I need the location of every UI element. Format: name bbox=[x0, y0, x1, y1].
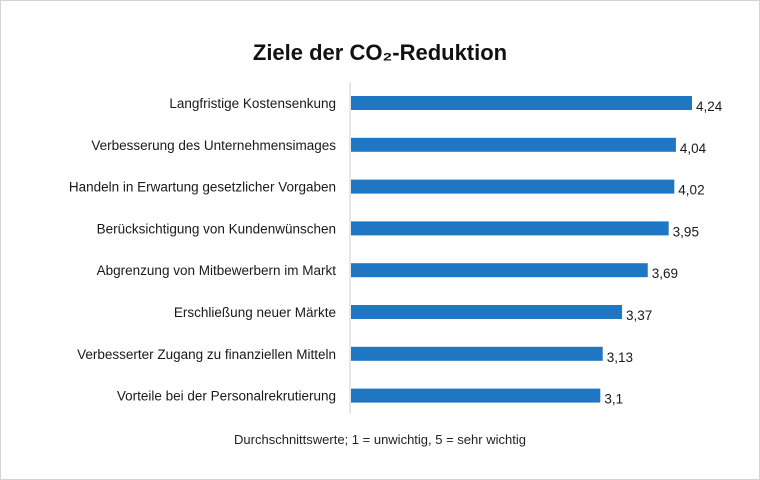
chart-title: Ziele der CO₂-Reduktion bbox=[252, 40, 508, 65]
category-label: Abgrenzung von Mitbewerbern im Markt bbox=[97, 263, 337, 278]
bar bbox=[351, 96, 692, 110]
data-label: 3,13 bbox=[607, 350, 633, 365]
bar bbox=[351, 346, 603, 361]
bar bbox=[351, 179, 675, 194]
data-label: 3,37 bbox=[626, 308, 652, 323]
data-label: 3,69 bbox=[652, 266, 678, 281]
category-label: Erschließung neuer Märkte bbox=[174, 305, 336, 320]
category-label: Berücksichtigung von Kundenwünschen bbox=[97, 221, 336, 236]
category-label: Langfristige Kostensenkung bbox=[169, 96, 336, 111]
data-label: 3,95 bbox=[673, 224, 699, 239]
chart-footnote: Durchschnittswerte; 1 = unwichtig, 5 = s… bbox=[234, 432, 526, 447]
data-label: 4,02 bbox=[678, 183, 704, 198]
category-label: Vorteile bei der Personalrekrutierung bbox=[117, 389, 336, 404]
bar bbox=[351, 305, 623, 319]
data-label: 3,1 bbox=[604, 392, 623, 407]
bar bbox=[351, 137, 676, 152]
category-label: Verbesserter Zugang zu finanziellen Mitt… bbox=[77, 347, 336, 362]
bar bbox=[351, 388, 601, 403]
data-label: 4,04 bbox=[680, 141, 707, 156]
data-label: 4,24 bbox=[696, 99, 723, 114]
category-label: Handeln in Erwartung gesetzlicher Vorgab… bbox=[69, 180, 336, 195]
category-label: Verbesserung des Unternehmensimages bbox=[91, 138, 336, 153]
bar bbox=[351, 221, 669, 236]
bar bbox=[351, 263, 648, 278]
